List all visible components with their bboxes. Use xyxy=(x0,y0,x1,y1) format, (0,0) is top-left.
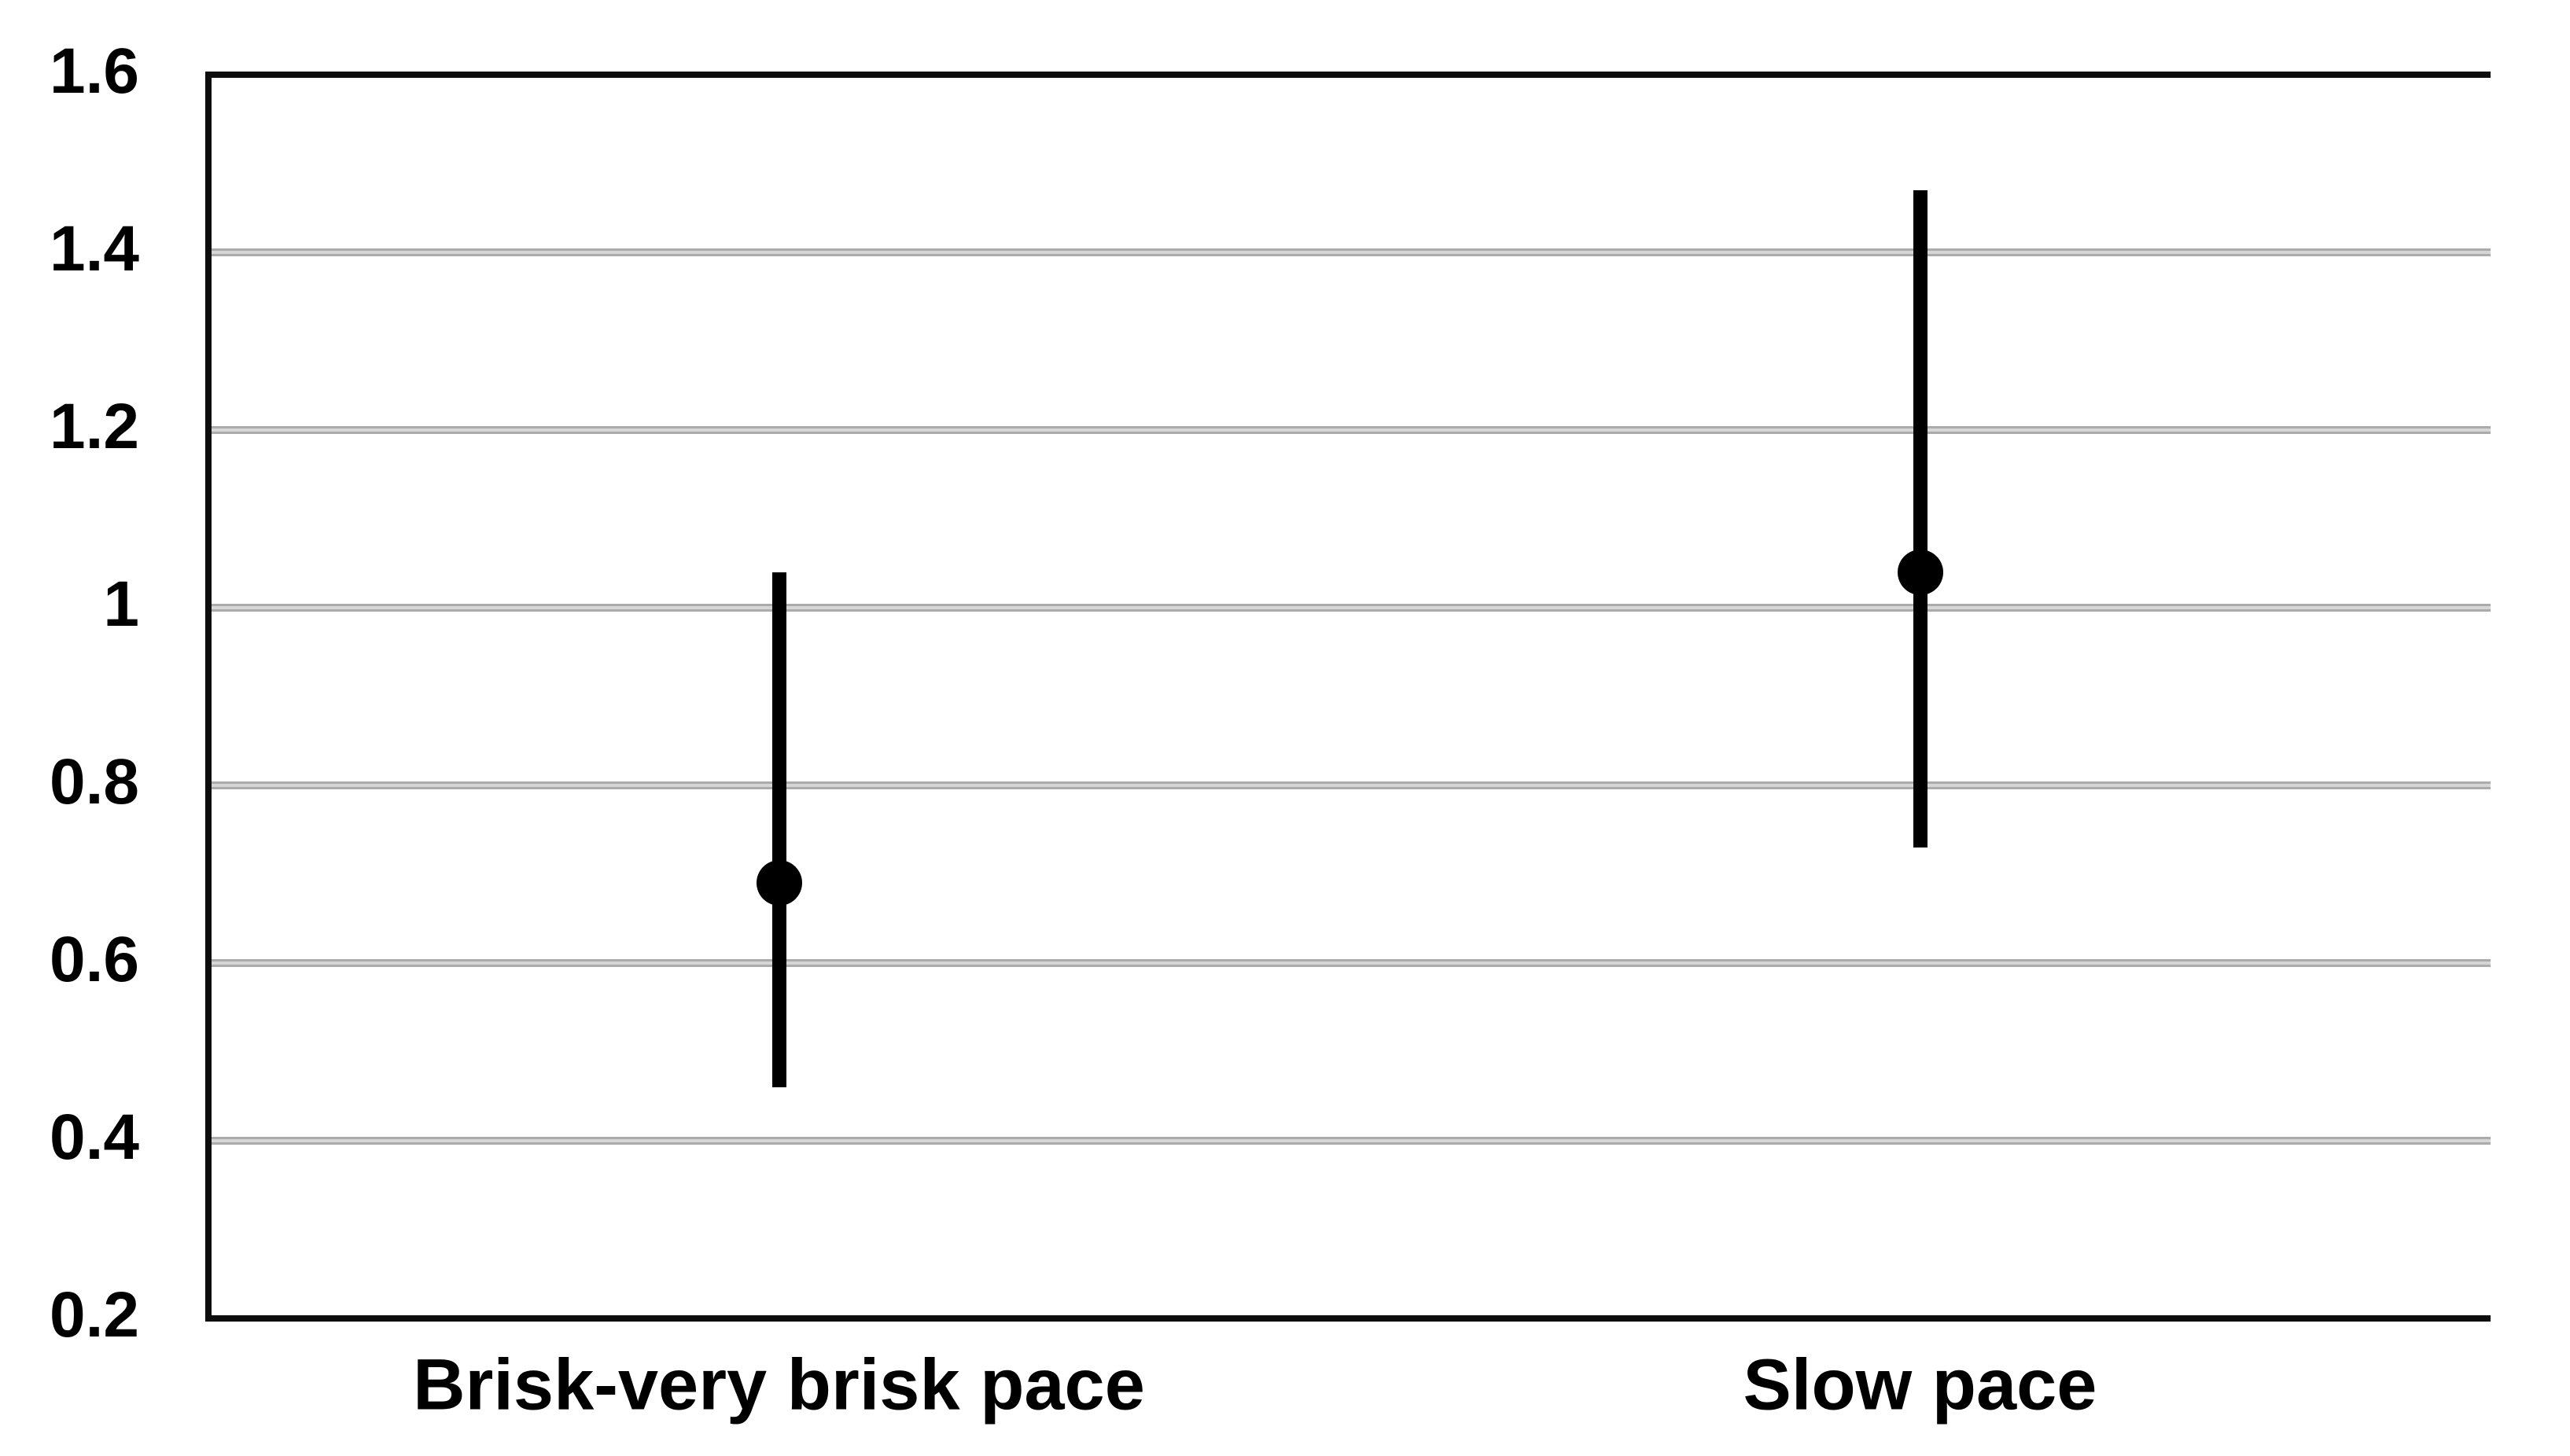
plot-area xyxy=(205,72,2491,1322)
y-tick-label: 0.4 xyxy=(50,1101,139,1174)
gridline xyxy=(208,604,2491,612)
category-label: Slow pace xyxy=(1743,1344,2097,1425)
y-axis-line xyxy=(205,72,212,1322)
y-tick-label: 0.2 xyxy=(50,1279,139,1351)
axis-line-top xyxy=(205,72,2491,78)
y-tick-label: 1 xyxy=(103,568,139,641)
gridline xyxy=(208,248,2491,256)
y-tick-label: 1.4 xyxy=(50,213,139,285)
category-label: Brisk-very brisk pace xyxy=(413,1344,1145,1425)
error-bar xyxy=(1913,189,1928,848)
gridline xyxy=(208,1137,2491,1145)
gridline xyxy=(208,959,2491,967)
y-tick-label: 1.6 xyxy=(50,35,139,108)
gridline xyxy=(208,426,2491,434)
x-axis-line xyxy=(205,1315,2491,1322)
y-tick-label: 0.8 xyxy=(50,746,139,818)
error-bar xyxy=(771,572,786,1088)
y-tick-label: 0.6 xyxy=(50,924,139,996)
data-point-marker xyxy=(756,860,802,906)
gridline xyxy=(208,781,2491,789)
data-point-marker xyxy=(1897,549,1943,595)
y-tick-label: 1.2 xyxy=(50,391,139,463)
